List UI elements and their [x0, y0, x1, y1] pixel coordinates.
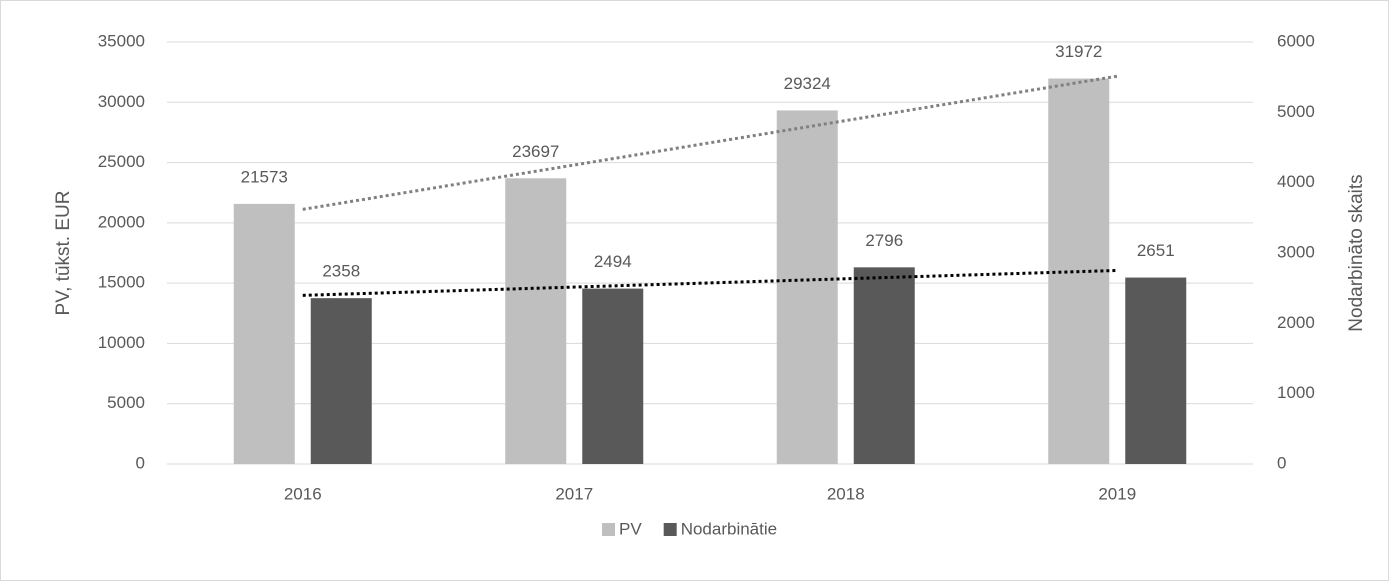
data-label: 2494 [594, 252, 632, 271]
y-tick-label: 15000 [98, 273, 145, 292]
bar [1125, 277, 1187, 464]
y-tick-label: 20000 [98, 212, 145, 231]
y2-tick-label: 0 [1277, 453, 1286, 472]
legend-label: Nodarbinātie [681, 519, 777, 538]
y2-tick-label: 3000 [1277, 242, 1315, 261]
y2-axis-label: Nodarbināto skaits [1346, 174, 1367, 331]
y-axis-label: PV, tūkst. EUR [53, 191, 74, 316]
bar [505, 178, 567, 464]
bar [310, 298, 372, 464]
y2-tick-label: 4000 [1277, 172, 1315, 191]
legend-label: PV [619, 519, 642, 538]
legend-swatch [663, 523, 677, 536]
y-tick-label: 10000 [98, 333, 145, 352]
bar [853, 267, 915, 464]
data-label: 2796 [865, 231, 903, 250]
x-tick-label: 2017 [555, 484, 593, 503]
data-label: 2651 [1137, 241, 1175, 260]
data-label: 29324 [784, 74, 831, 93]
x-tick-label: 2019 [1098, 484, 1136, 503]
bar [233, 203, 295, 465]
legend-swatch [602, 523, 615, 536]
y-tick-label: 30000 [98, 92, 145, 111]
y-tick-label: 35000 [98, 31, 145, 50]
data-label: 21573 [241, 167, 288, 186]
y2-tick-label: 5000 [1277, 102, 1315, 121]
trendline [302, 268, 1118, 297]
y-tick-label: 5000 [107, 393, 145, 412]
bar [582, 288, 644, 464]
y2-tick-label: 1000 [1277, 383, 1315, 402]
x-tick-label: 2016 [284, 484, 322, 503]
y-tick-label: 25000 [98, 152, 145, 171]
x-tick-label: 2018 [827, 484, 865, 503]
y2-tick-label: 2000 [1277, 313, 1315, 332]
y2-tick-label: 6000 [1277, 31, 1315, 50]
y-tick-label: 0 [136, 453, 145, 472]
data-label: 23697 [512, 142, 559, 161]
bar [776, 110, 838, 464]
data-label: 2358 [322, 262, 360, 281]
data-label: 31972 [1055, 42, 1102, 61]
